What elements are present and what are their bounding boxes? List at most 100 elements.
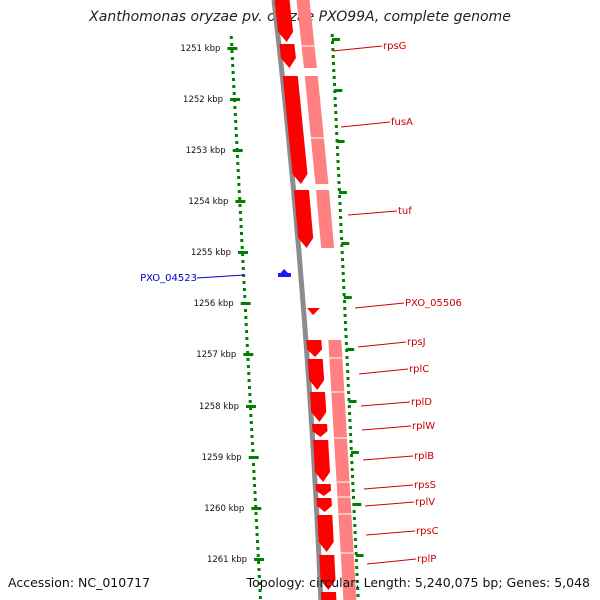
ruler-dot <box>256 540 259 543</box>
gene-leader-line <box>357 341 407 348</box>
ruler-dot <box>229 36 233 39</box>
feature-tick-mark <box>353 503 362 506</box>
gene-arrow <box>317 515 334 552</box>
ruler-dot <box>240 232 243 235</box>
feature-dot <box>340 244 344 247</box>
feature-dot <box>331 55 335 58</box>
ruler-tick-mark <box>235 200 246 203</box>
ruler-dot <box>232 78 235 81</box>
feature-dot <box>346 377 350 380</box>
feature-dot <box>333 83 336 86</box>
ruler-dot <box>245 330 249 333</box>
ruler-dot <box>248 400 252 403</box>
feature-tick-mark <box>331 38 340 41</box>
ruler-dot <box>242 281 246 284</box>
gene-label-pxo_04523: PXO_04523 <box>140 273 197 284</box>
gene-label-fusa: fusA <box>391 117 413 128</box>
ruler-tick-mark <box>254 558 264 561</box>
ruler-dot <box>252 463 255 466</box>
gene-arrow-small <box>307 308 320 315</box>
accession-label: Accession: NC_010717 <box>8 575 151 590</box>
ruler-dot <box>236 169 240 172</box>
gene-label-rpld: rplD <box>411 397 432 408</box>
ruler-tick-label: 1255 kbp <box>191 248 231 258</box>
feature-dot <box>335 132 339 135</box>
ruler-dot <box>230 50 234 53</box>
feature-dot <box>346 370 350 373</box>
feature-dot <box>343 321 347 324</box>
gene-body-minus <box>278 273 291 277</box>
feature-dot <box>355 566 359 569</box>
feature-dot <box>348 419 352 422</box>
ruler-dot <box>239 218 243 221</box>
gene-arrow <box>294 190 314 248</box>
ruler-dot <box>241 267 245 270</box>
gene-leader-line <box>354 302 405 309</box>
ruler-dot <box>246 358 250 361</box>
gene-leader-line <box>364 501 415 507</box>
feature-dot <box>350 468 354 471</box>
ruler-dot <box>257 575 261 578</box>
feature-dot <box>341 258 344 261</box>
feature-tick-mark <box>338 191 347 194</box>
feature-tick-mark <box>334 89 343 92</box>
ruler-dot <box>230 43 234 46</box>
feature-dot <box>341 265 345 268</box>
feature-dot <box>333 97 337 100</box>
ruler-dot <box>253 484 257 487</box>
ruler-dot <box>247 379 251 382</box>
ruler-dot <box>231 64 235 67</box>
ruler-dot <box>251 449 255 452</box>
ruler-dot <box>241 260 245 263</box>
ruler-dot <box>253 491 257 494</box>
ruler-dot <box>249 414 253 417</box>
ruler-tick-mark <box>238 251 248 254</box>
gene-arrow <box>321 592 337 600</box>
gene-track-secondary <box>316 190 335 248</box>
ruler-dot <box>254 505 258 508</box>
feature-tick-mark <box>341 242 350 245</box>
ruler-tick-label: 1258 kbp <box>199 402 239 412</box>
feature-dot <box>345 356 349 359</box>
gene-arrow <box>313 440 330 482</box>
ruler-dot <box>256 554 260 557</box>
feature-dot <box>339 223 343 226</box>
ruler-dot <box>252 470 256 473</box>
feature-dot <box>331 48 335 51</box>
ruler-dot <box>241 253 245 256</box>
ruler-dot <box>238 211 242 214</box>
feature-dot <box>347 391 351 394</box>
feature-dot <box>335 146 339 149</box>
ruler-tick-label: 1257 kbp <box>196 350 236 360</box>
ruler-tick-label: 1260 kbp <box>204 504 244 514</box>
feature-tick-mark <box>348 400 357 403</box>
ruler-dot <box>238 204 242 207</box>
feature-dot <box>354 552 358 555</box>
ruler-dot <box>255 533 259 536</box>
feature-dot <box>336 153 340 156</box>
feature-tick-mark <box>350 451 359 454</box>
gene-leader-line <box>340 121 391 128</box>
feature-dot <box>334 111 338 114</box>
ruler-tick-label: 1253 kbp <box>186 146 226 156</box>
feature-dot <box>349 433 353 436</box>
feature-dot <box>332 69 336 72</box>
feature-dot <box>337 188 341 191</box>
ruler-dot <box>239 225 243 228</box>
ruler-tick-label: 1251 kbp <box>180 44 220 54</box>
gene-arrow <box>307 359 325 390</box>
ruler-dot <box>232 85 236 88</box>
feature-dot <box>339 216 343 219</box>
ruler-dot <box>245 344 249 347</box>
ruler-dot <box>236 162 240 165</box>
ruler-tick-label: 1256 kbp <box>194 299 234 309</box>
ruler-dot <box>233 106 237 109</box>
gene-label-rplb: rplB <box>414 451 434 462</box>
ruler-dot <box>245 337 249 340</box>
ruler-tick-mark <box>251 507 262 510</box>
ruler-dot <box>257 568 261 571</box>
feature-dot <box>342 286 346 289</box>
gene-arrow <box>310 392 327 422</box>
feature-dot <box>356 594 360 597</box>
